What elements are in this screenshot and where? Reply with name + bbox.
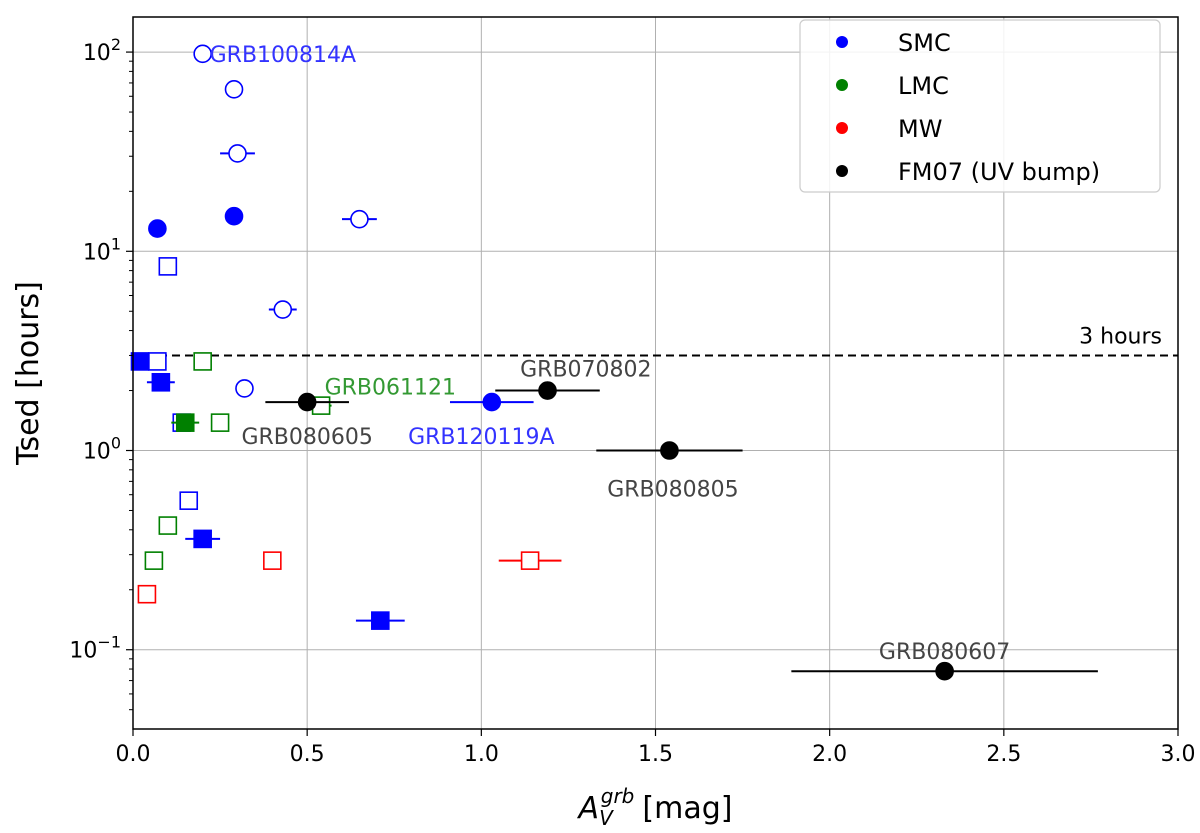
legend-marker (836, 36, 848, 48)
point-circle-fm07 (297, 392, 317, 412)
point-label: GRB120119A (408, 425, 554, 450)
point-label: GRB080805 (607, 478, 738, 503)
point-square-mw (263, 551, 282, 570)
point-circle-smc (482, 392, 502, 412)
reference-line-label: 3 hours (1079, 324, 1162, 349)
x-tick-label: 2.0 (812, 742, 847, 767)
reference-line: 3 hours (133, 324, 1178, 357)
y-tick-label: 102 (83, 35, 121, 66)
y-tick-label: 100 (83, 434, 121, 465)
point-circle-smc (224, 206, 244, 226)
point-label: GRB100814A (210, 43, 356, 68)
x-tick-label: 0.0 (116, 742, 151, 767)
legend-box (799, 19, 1161, 193)
point-circle-smc (235, 379, 254, 398)
y-tick-label: 10−1 (69, 633, 121, 664)
legend-label: FM07 (UV bump) (898, 158, 1100, 186)
y-axis-ticks: 10−1 100 101 102 (69, 35, 133, 711)
y-tick-label: 101 (83, 234, 121, 265)
point-square-smc (130, 352, 150, 371)
legend-marker (836, 165, 848, 177)
legend-marker (836, 122, 848, 134)
point-circle-fm07 (660, 441, 679, 460)
x-tick-label: 0.5 (290, 742, 325, 767)
point-square-lmc (175, 413, 195, 432)
point-circle-smc (193, 44, 212, 64)
point-label: GRB080605 (241, 425, 372, 450)
point-square-smc (158, 257, 178, 276)
legend-label: SMC (898, 29, 951, 57)
x-axis-ticks: 0.0 0.5 1.0 1.5 2.0 2.5 3.0 (116, 729, 1196, 767)
x-tick-label: 1.0 (464, 742, 499, 767)
point-circle-smc (228, 144, 247, 163)
x-tick-label: 1.5 (638, 742, 673, 767)
legend-label: MW (898, 115, 942, 143)
annotations: GRB100814A GRB061121 GRB080605 GRB070802 GRB… (210, 43, 1011, 665)
x-tick-label: 2.5 (986, 742, 1021, 767)
point-square-mw (137, 584, 157, 604)
x-tick-label: 3.0 (1161, 742, 1196, 767)
point-circle-smc (273, 300, 293, 319)
point-square-lmc (210, 413, 230, 432)
point-square-smc (193, 529, 212, 549)
x-axis-label: AVgrb [mag] (577, 784, 733, 830)
point-circle-smc (350, 209, 369, 229)
point-circle-smc (224, 80, 244, 99)
point-square-lmc (193, 352, 212, 371)
legend: SMC LMC MW FM07 (UV bump) (799, 19, 1161, 193)
point-circle-smc (148, 219, 167, 238)
point-label: GRB061121 (325, 375, 456, 400)
y-axis-label: Tsed [hours] (11, 281, 46, 466)
point-square-smc (148, 352, 167, 371)
legend-label: LMC (898, 72, 949, 100)
data-points (130, 44, 1098, 681)
point-square-smc (371, 611, 390, 630)
point-label: GRB070802 (520, 358, 651, 383)
point-square-mw (520, 551, 540, 570)
point-circle-fm07 (538, 381, 557, 400)
point-label: GRB080607 (879, 640, 1010, 665)
point-square-lmc (144, 551, 164, 570)
legend-marker (836, 79, 848, 91)
point-square-smc (151, 372, 171, 392)
point-square-lmc (158, 516, 178, 535)
point-square-smc (179, 491, 199, 510)
point-circle-fm07 (935, 661, 954, 681)
